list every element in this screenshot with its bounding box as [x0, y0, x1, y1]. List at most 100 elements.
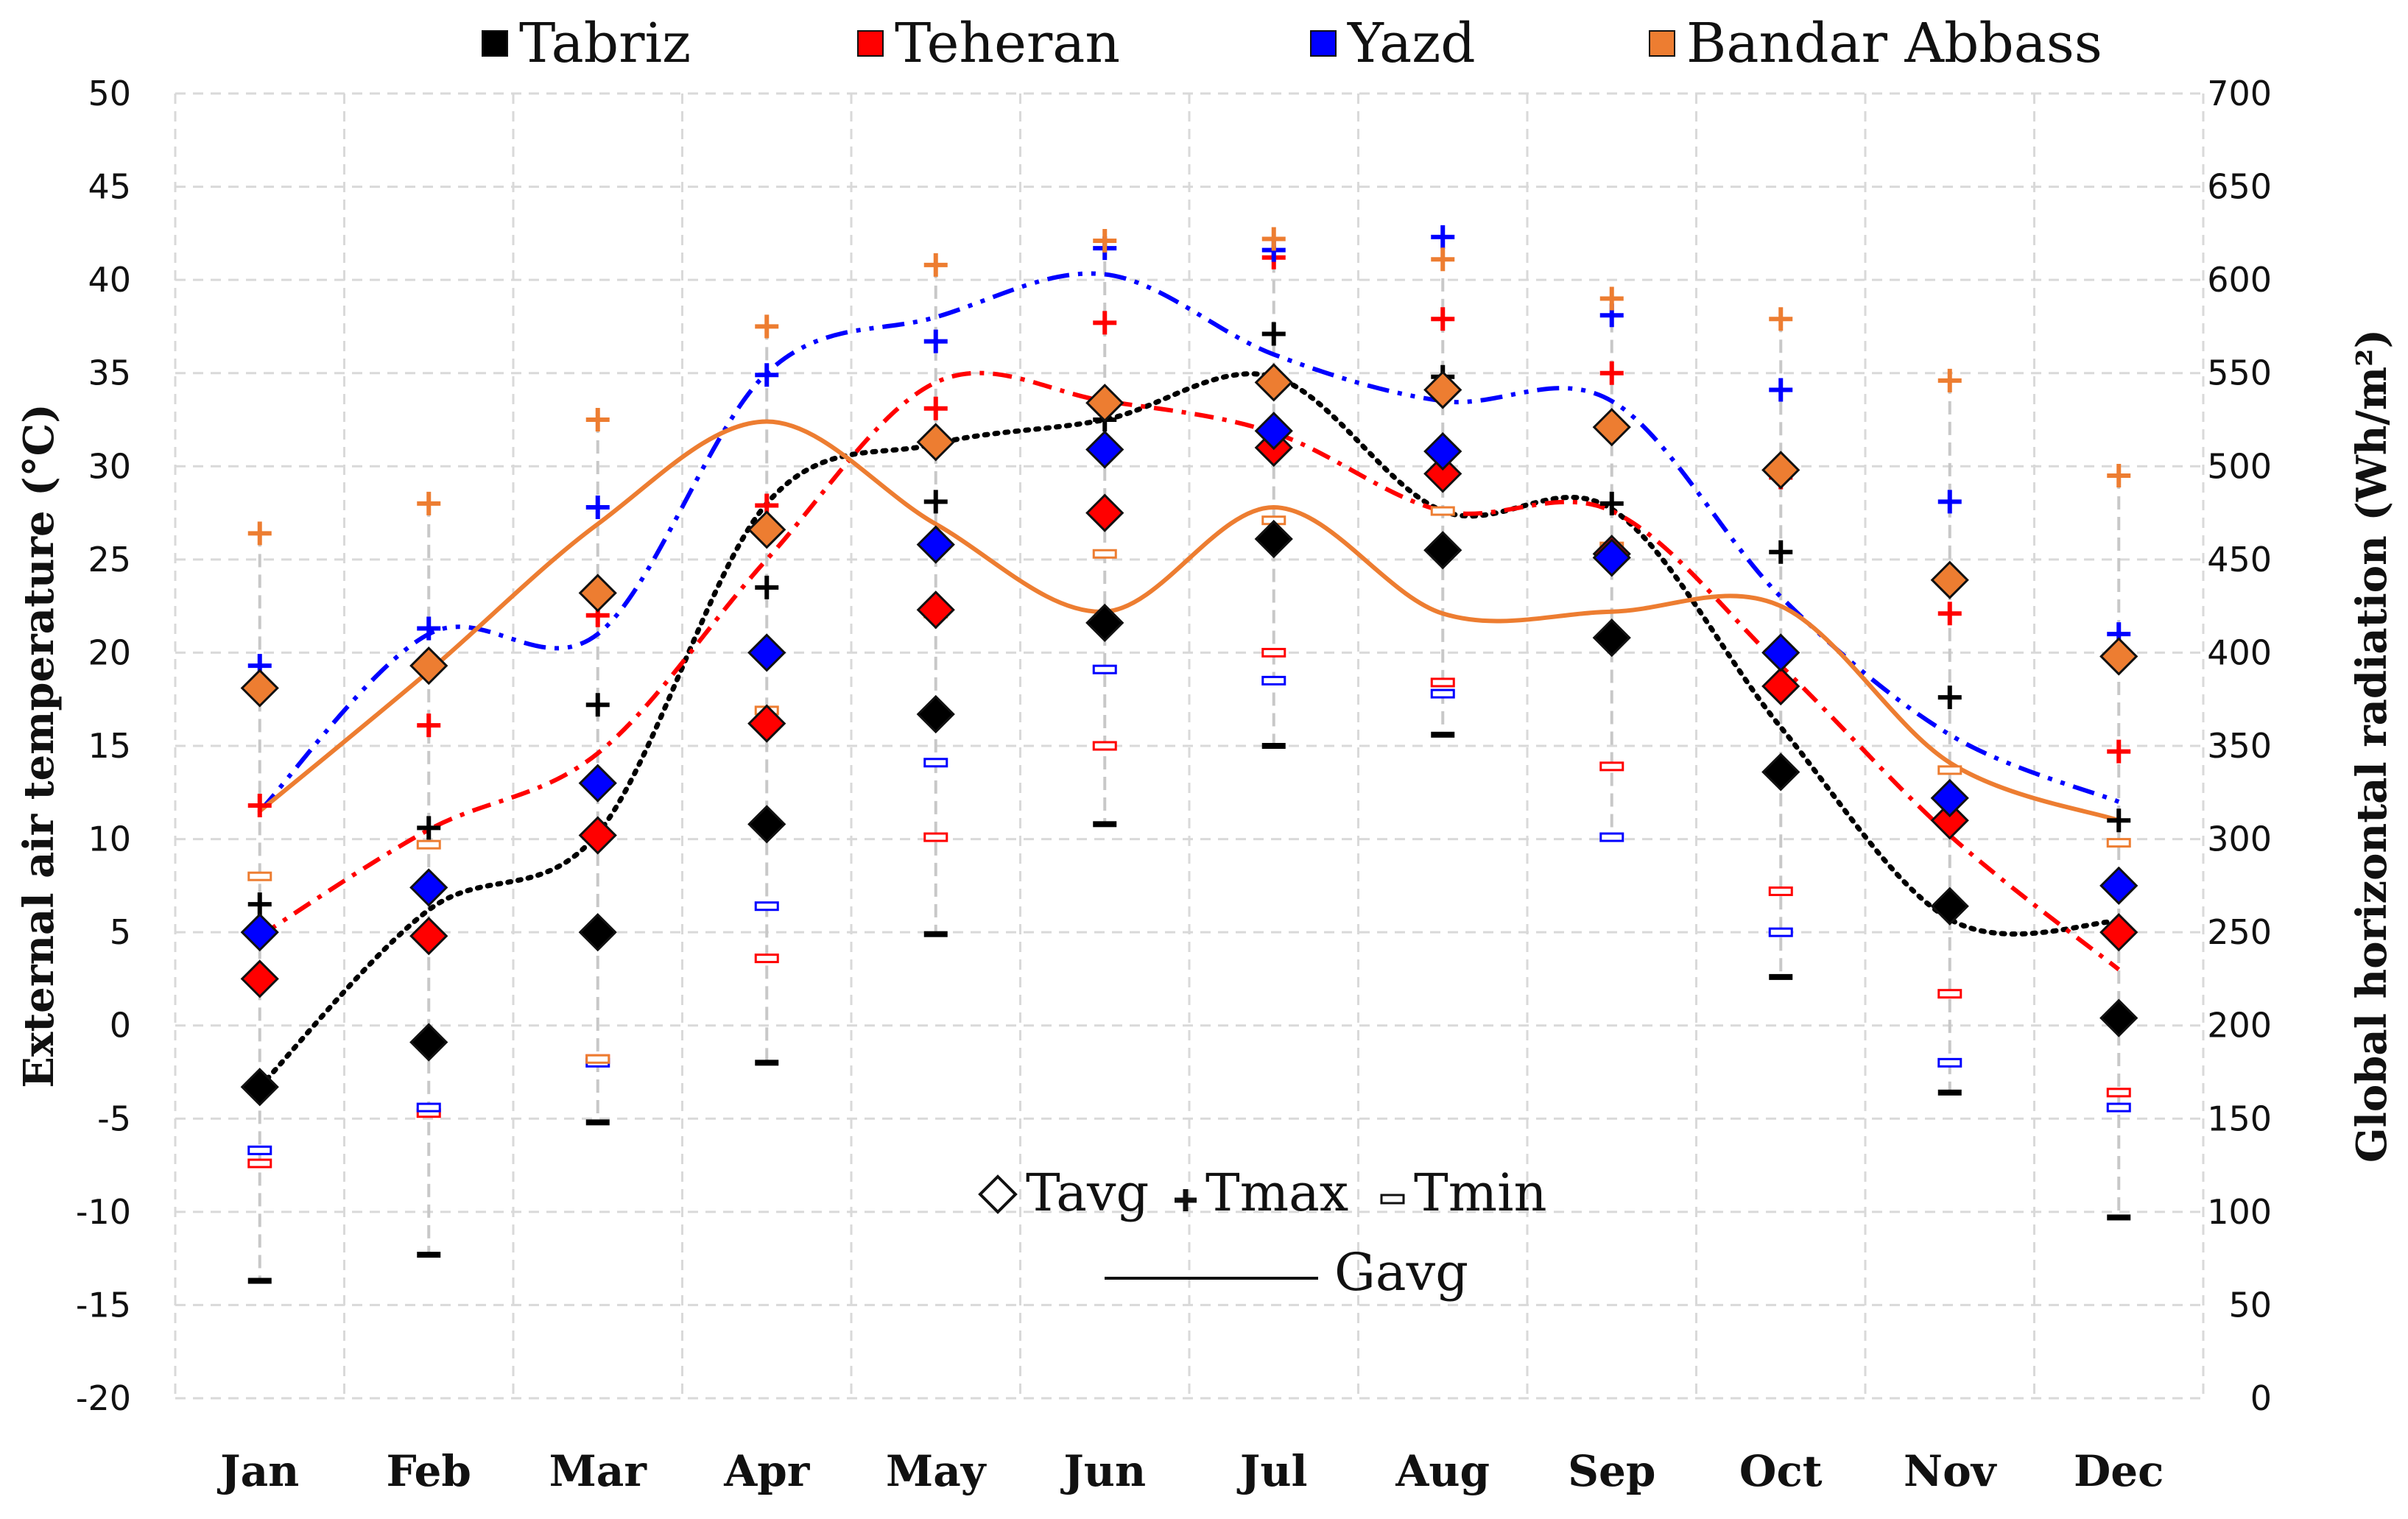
tavg-marker-tabriz — [2099, 998, 2138, 1037]
y-tick-label: 30 — [88, 446, 131, 486]
y-tick-label: 45 — [88, 167, 131, 207]
tmax-marker-tabriz — [1261, 322, 1286, 346]
legend-swatch-yazd — [1310, 30, 1337, 57]
tmax-marker-tabriz — [923, 490, 948, 514]
tmax-marker-bandar-abbass — [1937, 368, 1962, 392]
x-tick-label: Aug — [1395, 1446, 1490, 1496]
key-tmin-label: Tmin — [1414, 1163, 1547, 1223]
legend-label: Bandar Abbass — [1686, 12, 2102, 75]
key-tmin-symbol — [1380, 1194, 1405, 1205]
legend-swatch-bandar-abbass — [1649, 30, 1675, 57]
tavg-marker-tabriz — [1592, 618, 1631, 658]
tmin-marker-bandar-abbass — [1937, 765, 1962, 775]
tmin-marker-yazd — [416, 1102, 441, 1113]
y-tick-label: 15 — [88, 726, 131, 766]
tavg-marker-yazd — [1761, 633, 1800, 672]
tavg-marker-bandar-abbass — [1254, 363, 1293, 402]
key-tmax-symbol — [1175, 1189, 1197, 1211]
y2-tick-label: 650 — [2207, 167, 2272, 207]
tmax-marker-bandar-abbass — [1431, 247, 1455, 272]
x-tick-label: Sep — [1568, 1446, 1655, 1496]
tmin-marker-tabriz — [923, 931, 948, 937]
tavg-marker-yazd — [747, 633, 786, 672]
y2-tick-label: 550 — [2207, 353, 2272, 393]
y2-tick-label: 200 — [2207, 1006, 2272, 1046]
tmin-marker-tabriz — [417, 1252, 441, 1258]
tavg-marker-tabriz — [1761, 753, 1800, 792]
tavg-marker-tabriz — [1930, 887, 1969, 926]
tavg-marker-bandar-abbass — [1930, 560, 1969, 599]
tavg-marker-yazd — [1592, 538, 1631, 577]
x-tick-label: May — [886, 1446, 988, 1496]
tmax-marker-tabriz — [755, 575, 779, 599]
x-tick-label: Oct — [1739, 1446, 1823, 1496]
tavg-marker-yazd — [1423, 431, 1462, 471]
gavg-line-yazd — [258, 271, 2120, 813]
tavg-marker-yazd — [1085, 430, 1124, 469]
tavg-marker-bandar-abbass — [747, 510, 786, 549]
tavg-marker-yazd — [578, 764, 617, 803]
tavg-marker-yazd — [1930, 778, 1969, 818]
x-tick-label: Mar — [549, 1446, 648, 1496]
x-tick-label: Jun — [1060, 1446, 1146, 1496]
key-tmax-label: Tmax — [1205, 1163, 1348, 1223]
tavg-marker-bandar-abbass — [2099, 637, 2138, 676]
tmin-marker-teheran — [2106, 1088, 2131, 1098]
tmax-marker-tabriz — [417, 816, 441, 840]
tavg-marker-bandar-abbass — [916, 423, 955, 462]
x-tick-label: Apr — [723, 1446, 811, 1496]
y-tick-label: -5 — [97, 1099, 131, 1138]
legend-markers: Tavg Tmax Tmin Gavg — [978, 1163, 1547, 1303]
tmin-marker-teheran — [1599, 761, 1624, 772]
tavg-marker-tabriz — [1423, 531, 1462, 570]
tavg-marker-bandar-abbass — [1592, 408, 1631, 447]
tmax-marker-tabriz — [1599, 491, 1624, 515]
x-tick-label: Feb — [387, 1446, 471, 1496]
tmin-marker-tabriz — [2107, 1214, 2131, 1221]
key-gavg-label: Gavg — [1334, 1242, 1468, 1303]
tmin-marker-teheran — [754, 954, 779, 964]
tmin-marker-tabriz — [1937, 1089, 1962, 1096]
tmax-marker-bandar-abbass — [923, 253, 948, 277]
tmax-marker-bandar-abbass — [1769, 307, 1793, 331]
tavg-marker-teheran — [1761, 666, 1800, 706]
tmax-marker-yazd — [417, 616, 441, 641]
tmin-marker-yazd — [1768, 927, 1793, 937]
tavg-marker-yazd — [240, 913, 279, 952]
y-tick-label: -20 — [76, 1378, 131, 1418]
tmin-marker-teheran — [923, 832, 948, 842]
tmin-marker-bandar-abbass — [416, 839, 441, 850]
tmax-marker-teheran — [417, 713, 441, 738]
tmin-marker-teheran — [247, 1158, 272, 1169]
tmax-marker-tabriz — [247, 892, 272, 917]
y-tick-label: 20 — [88, 632, 131, 672]
tavg-marker-teheran — [2099, 913, 2138, 952]
tavg-marker-tabriz — [409, 1023, 448, 1062]
tavg-marker-bandar-abbass — [1761, 451, 1800, 490]
tavg-marker-tabriz — [916, 694, 955, 734]
legend-swatch-tabriz — [482, 30, 508, 57]
tmax-marker-bandar-abbass — [2107, 463, 2131, 487]
tmax-marker-yazd — [585, 495, 610, 519]
tmin-marker-tabriz — [247, 1277, 272, 1284]
tmin-marker-yazd — [1092, 664, 1117, 674]
tmin-marker-yazd — [1261, 675, 1286, 686]
tavg-marker-yazd — [916, 525, 955, 564]
tmin-marker-bandar-abbass — [585, 1054, 610, 1064]
tmax-marker-teheran — [1599, 361, 1624, 385]
y2-axis-title: Global horizontal radiation (Wh/m²) — [2348, 329, 2396, 1163]
y-tick-label: 5 — [110, 912, 131, 952]
tmax-marker-tabriz — [1769, 540, 1793, 564]
tavg-marker-bandar-abbass — [1423, 370, 1462, 409]
key-tavg-symbol — [978, 1174, 1018, 1214]
y2-tick-label: 250 — [2207, 912, 2272, 952]
y-tick-label: 0 — [110, 1006, 131, 1046]
key-tavg-label: Tavg — [1026, 1163, 1149, 1223]
tmin-marker-bandar-abbass — [247, 871, 272, 881]
tmin-marker-yazd — [2106, 1102, 2131, 1113]
y2-tick-label: 500 — [2207, 446, 2272, 486]
tavg-marker-yazd — [409, 868, 448, 907]
tavg-marker-yazd — [2099, 866, 2138, 905]
